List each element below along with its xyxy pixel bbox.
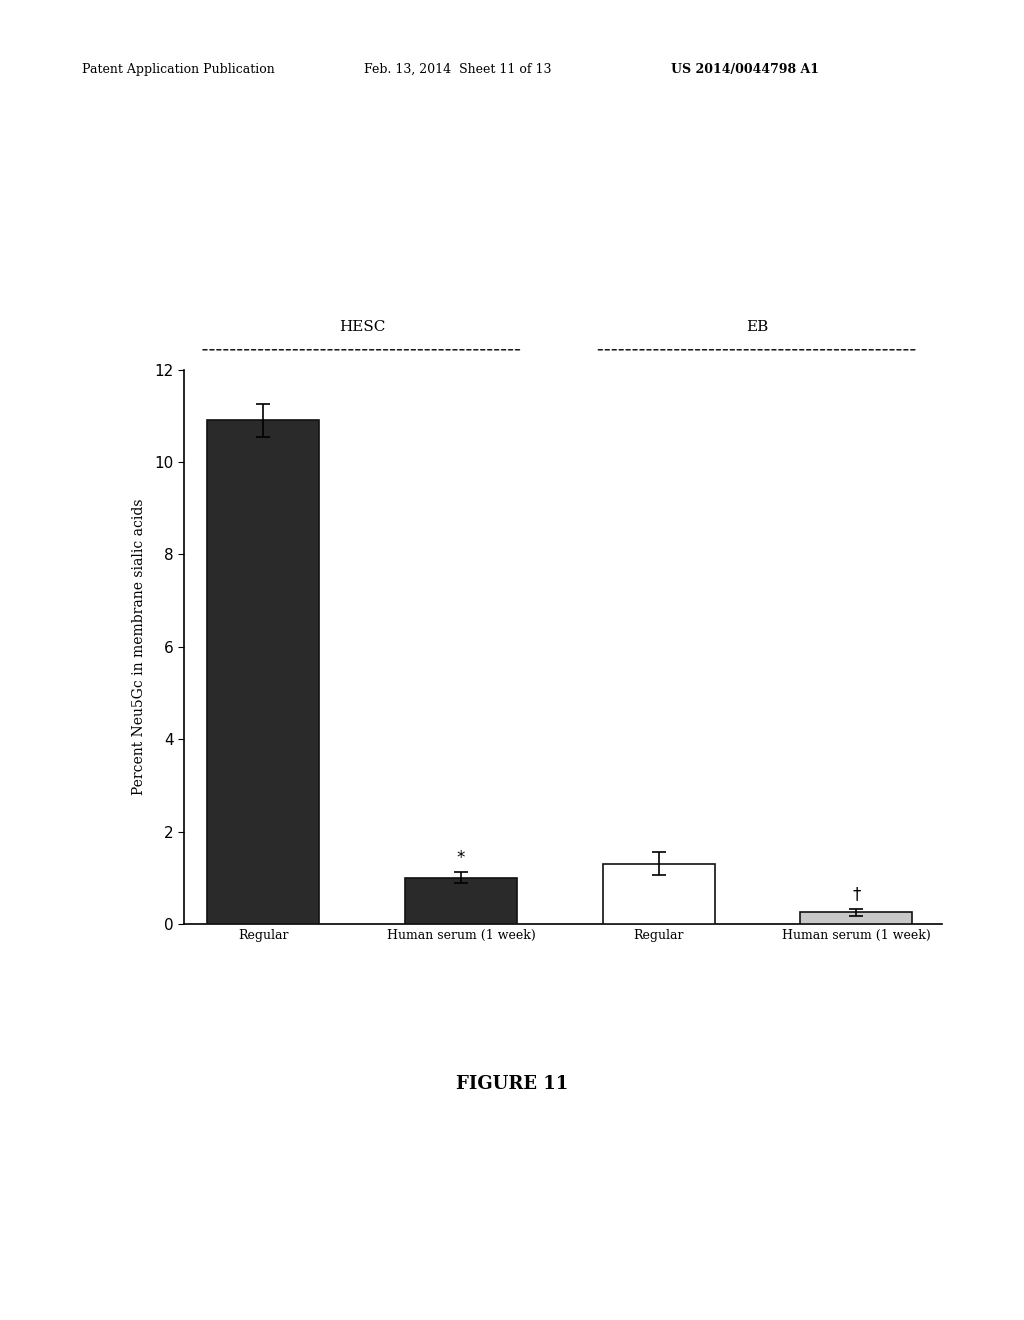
Bar [801, 912, 912, 924]
Text: †: † [852, 886, 860, 903]
Text: FIGURE 11: FIGURE 11 [456, 1074, 568, 1093]
Text: Patent Application Publication: Patent Application Publication [82, 62, 274, 75]
Text: *: * [457, 849, 465, 867]
Y-axis label: Percent Neu5Gc in membrane sialic acids: Percent Neu5Gc in membrane sialic acids [132, 499, 146, 795]
Text: EB: EB [746, 319, 769, 334]
Text: Feb. 13, 2014  Sheet 11 of 13: Feb. 13, 2014 Sheet 11 of 13 [364, 62, 551, 75]
Bar [603, 865, 715, 924]
Text: HESC: HESC [339, 319, 385, 334]
Text: US 2014/0044798 A1: US 2014/0044798 A1 [671, 62, 819, 75]
Bar [208, 420, 319, 924]
Bar [406, 878, 517, 924]
